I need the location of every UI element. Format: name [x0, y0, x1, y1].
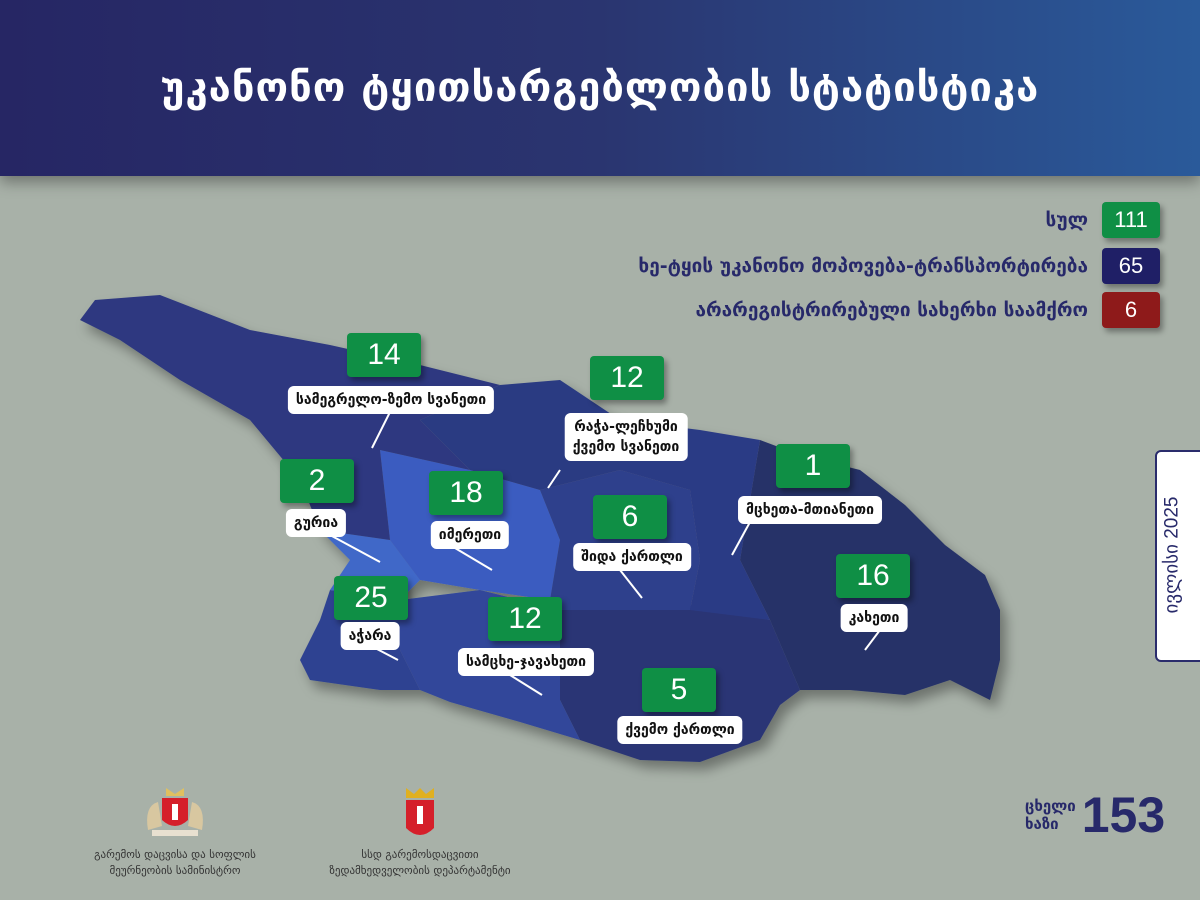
- region-label: შიდა ქართლი: [573, 543, 691, 571]
- ministry-logo: გარემოს დაცვისა და სოფლის მეურნეობის სამ…: [70, 786, 280, 879]
- ministry-name: გარემოს დაცვისა და სოფლის: [94, 848, 256, 861]
- legend-value: 111: [1102, 202, 1160, 238]
- region-label: ქვემო ქართლი: [617, 716, 743, 744]
- legend-label: არარეგისტრირებული სახერხი საამქრო: [695, 299, 1089, 321]
- region-value: 2: [280, 459, 354, 503]
- department-name: სსდ გარემოსდაცვითი: [361, 848, 479, 861]
- legend-value: 6: [1102, 292, 1160, 328]
- hotline-label: ხაზი: [1025, 815, 1059, 833]
- region-value: 16: [836, 554, 910, 598]
- region-label-line: ქვემო სვანეთი: [572, 439, 680, 455]
- hotline-label: ცხელი: [1025, 797, 1076, 815]
- region-label: იმერეთი: [430, 521, 510, 549]
- region-mtskheta-shape: [620, 420, 770, 620]
- page-title: უკანონო ტყითსარგებლობის სტატისტიკა: [160, 65, 1040, 111]
- region-label: მცხეთა-მთიანეთი: [738, 496, 882, 524]
- legend-label: სულ: [1045, 209, 1088, 231]
- region-value: 18: [429, 471, 503, 515]
- region-value: 25: [334, 576, 408, 620]
- region-value: 1: [776, 444, 850, 488]
- region-label: კახეთი: [840, 604, 908, 632]
- legend-illegal-logging: ხე-ტყის უკანონო მოპოვება-ტრანსპორტირება …: [638, 248, 1160, 284]
- region-value: 5: [642, 668, 716, 712]
- legend-value: 65: [1102, 248, 1160, 284]
- pointer-lines: [329, 411, 881, 696]
- department-name: ზედამხედველობის დეპარტამენტი: [329, 864, 511, 877]
- date-label: ივლისი 2025: [1161, 496, 1183, 614]
- region-label: გურია: [285, 509, 347, 537]
- region-label-line: რაჭა-ლეჩხუმი: [574, 419, 678, 435]
- legend-sawmill: არარეგისტრირებული სახერხი საამქრო 6: [695, 292, 1160, 328]
- region-value: 12: [488, 597, 562, 641]
- coat-of-arms-icon: [147, 788, 203, 836]
- region-samegrelo-shape: [80, 295, 500, 540]
- coat-of-arms-icon: [406, 788, 434, 835]
- region-value: 12: [590, 356, 664, 400]
- region-label: აჭარა: [340, 622, 400, 650]
- region-value: 6: [593, 495, 667, 539]
- ministry-name: მეურნეობის სამინისტრო: [109, 864, 241, 877]
- department-logo: სსდ გარემოსდაცვითი ზედამხედველობის დეპარ…: [295, 786, 545, 879]
- region-shida-kartli-shape: [540, 470, 700, 610]
- legend-total: სულ 111: [1046, 202, 1160, 238]
- region-label: სამეგრელო-ზემო სვანეთი: [287, 386, 495, 414]
- hotline-number: 153: [1081, 787, 1166, 843]
- region-label: სამცხე-ჯავახეთი: [457, 648, 595, 676]
- date-box: [1155, 450, 1200, 662]
- region-value: 14: [347, 333, 421, 377]
- legend-label: ხე-ტყის უკანონო მოპოვება-ტრანსპორტირება: [638, 255, 1088, 277]
- header: უკანონო ტყითსარგებლობის სტატისტიკა: [0, 0, 1200, 176]
- hotline: ცხელი ხაზი 153: [1025, 786, 1165, 844]
- region-label: რაჭა-ლეჩხუმი ქვემო სვანეთი: [564, 413, 688, 461]
